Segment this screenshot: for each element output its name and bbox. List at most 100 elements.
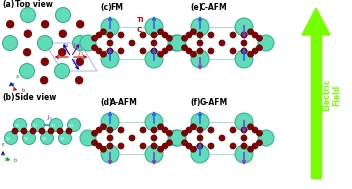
Circle shape (41, 58, 49, 66)
Circle shape (158, 51, 164, 57)
Circle shape (118, 32, 124, 38)
Circle shape (252, 32, 258, 38)
Text: $J_⊥$: $J_⊥$ (31, 122, 38, 132)
Circle shape (230, 143, 236, 149)
Circle shape (42, 20, 49, 28)
Text: Top view: Top view (15, 0, 53, 9)
Polygon shape (302, 8, 330, 35)
Circle shape (190, 146, 196, 152)
Circle shape (219, 135, 225, 141)
Circle shape (101, 18, 119, 36)
Circle shape (101, 113, 119, 131)
Circle shape (118, 143, 124, 149)
Circle shape (158, 146, 164, 152)
Circle shape (2, 36, 18, 50)
Text: (c): (c) (100, 3, 112, 12)
Circle shape (197, 135, 203, 141)
Circle shape (241, 40, 247, 46)
Circle shape (107, 135, 113, 141)
Circle shape (23, 48, 31, 56)
Circle shape (252, 48, 258, 54)
Circle shape (58, 48, 66, 56)
Circle shape (166, 35, 172, 41)
Circle shape (59, 30, 67, 38)
Circle shape (92, 45, 98, 51)
Circle shape (186, 48, 192, 54)
Circle shape (92, 35, 98, 41)
Text: Ti1: Ti1 (32, 124, 37, 128)
Circle shape (101, 50, 119, 68)
Circle shape (241, 127, 247, 133)
Circle shape (170, 130, 186, 146)
Circle shape (230, 32, 236, 38)
Circle shape (23, 132, 36, 145)
Text: Ti1: Ti1 (50, 124, 55, 128)
Text: Ti2: Ti2 (23, 137, 28, 141)
Circle shape (12, 128, 18, 134)
Circle shape (162, 127, 168, 133)
Circle shape (208, 143, 214, 149)
Circle shape (107, 40, 113, 46)
Circle shape (182, 45, 188, 51)
Circle shape (107, 127, 113, 133)
Text: $J_1$: $J_1$ (57, 49, 64, 58)
Text: (e): (e) (190, 3, 202, 12)
Circle shape (241, 143, 247, 149)
Circle shape (20, 8, 36, 22)
Circle shape (151, 135, 157, 141)
Circle shape (80, 35, 96, 51)
Text: Electric
Field: Electric Field (322, 79, 342, 111)
Circle shape (197, 32, 203, 38)
Text: Ti2: Ti2 (41, 137, 46, 141)
Circle shape (96, 48, 102, 54)
Text: Side view: Side view (15, 93, 56, 102)
Circle shape (55, 64, 69, 78)
Circle shape (182, 140, 188, 146)
Circle shape (258, 130, 274, 146)
Text: c: c (2, 142, 5, 147)
Circle shape (151, 127, 157, 133)
Circle shape (247, 51, 253, 57)
Circle shape (197, 40, 203, 46)
Circle shape (162, 48, 168, 54)
Circle shape (166, 45, 172, 51)
Text: (a): (a) (2, 0, 14, 9)
Circle shape (40, 132, 54, 145)
Circle shape (107, 32, 113, 38)
Circle shape (100, 146, 106, 152)
Circle shape (21, 128, 27, 134)
Text: G-AFM: G-AFM (200, 98, 228, 107)
Circle shape (235, 50, 253, 68)
Text: a: a (16, 74, 19, 79)
Circle shape (162, 143, 168, 149)
Circle shape (186, 143, 192, 149)
Circle shape (57, 128, 63, 134)
Circle shape (107, 143, 113, 149)
Circle shape (190, 51, 196, 57)
Circle shape (151, 32, 157, 38)
Text: $J_1$: $J_1$ (78, 49, 84, 58)
Circle shape (191, 145, 209, 163)
Circle shape (140, 143, 146, 149)
Circle shape (182, 35, 188, 41)
Circle shape (191, 113, 209, 131)
Circle shape (219, 40, 225, 46)
Circle shape (58, 132, 71, 145)
Text: $J_3$: $J_3$ (73, 41, 80, 50)
Circle shape (230, 127, 236, 133)
Text: Ti2: Ti2 (5, 137, 10, 141)
Circle shape (100, 124, 106, 130)
Circle shape (166, 140, 172, 146)
Circle shape (166, 130, 172, 136)
Circle shape (40, 76, 48, 84)
Circle shape (145, 145, 163, 163)
Circle shape (230, 48, 236, 54)
Circle shape (92, 140, 98, 146)
Circle shape (6, 20, 14, 28)
Circle shape (19, 64, 34, 78)
Circle shape (151, 143, 157, 149)
Circle shape (145, 18, 163, 36)
Circle shape (101, 145, 119, 163)
Circle shape (256, 45, 262, 51)
Circle shape (197, 127, 203, 133)
